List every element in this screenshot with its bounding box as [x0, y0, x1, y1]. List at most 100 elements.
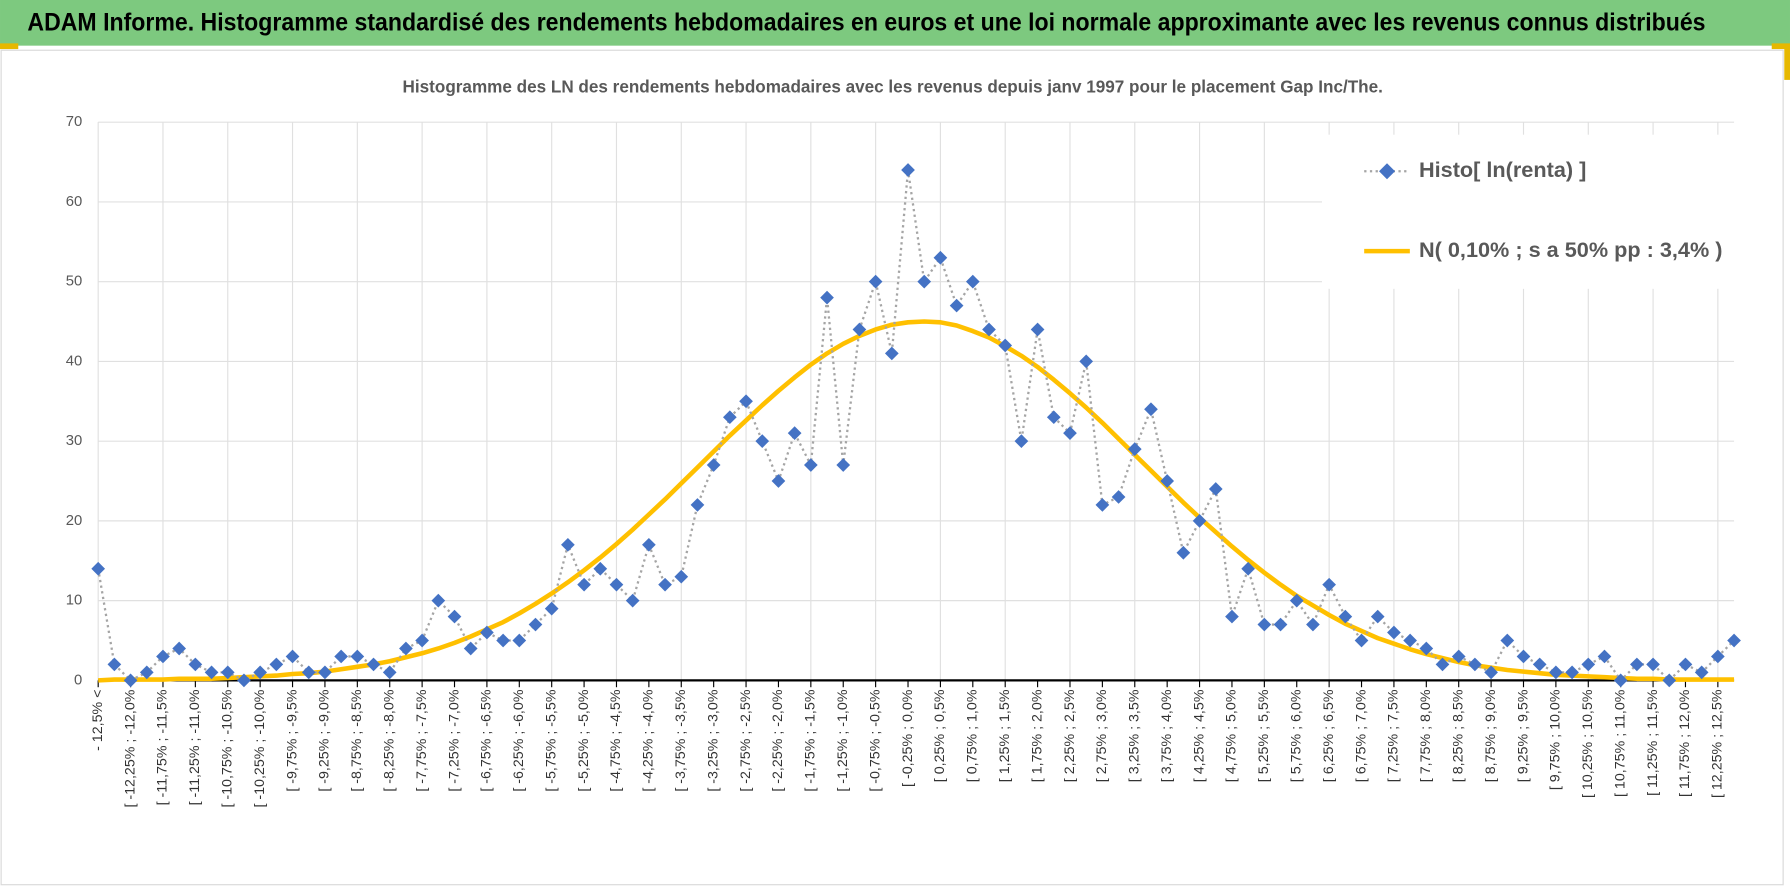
data-point: [1160, 474, 1175, 488]
x-tick-label: [ -12,25% ; -12,0%: [122, 689, 138, 807]
x-tick-label: [ 1,25% ; 1,5%: [997, 689, 1013, 782]
x-tick-label: [ -5,25% ; -5,0%: [576, 689, 592, 792]
x-tick-label: [ 11,25% ; 11,5%: [1645, 689, 1661, 796]
data-point: [1079, 354, 1094, 369]
data-point: [1111, 490, 1126, 504]
data-point: [1176, 545, 1191, 560]
x-tick-label: [ -6,75% ; -6,5%: [479, 689, 495, 792]
y-tick-label: 70: [66, 114, 83, 130]
data-point: [463, 641, 478, 656]
data-point: [1694, 665, 1709, 680]
y-tick-label: 30: [66, 433, 83, 449]
data-point: [91, 561, 106, 576]
data-point: [820, 290, 834, 305]
x-tick-label: [ 2,25% ; 2,5%: [1062, 689, 1078, 782]
y-tick-label: 40: [66, 353, 83, 369]
data-point: [723, 410, 737, 425]
x-tick-label: [ 0,25% ; 0,5%: [932, 689, 948, 782]
x-tick-label: [ 7,75% ; 8,0%: [1418, 689, 1434, 782]
x-tick-label: [ 5,25% ; 5,5%: [1256, 689, 1272, 782]
header-title: ADAM Informe. Histogramme standardisé de…: [27, 9, 1705, 37]
x-tick-label: [ 5,75% ; 6,0%: [1289, 689, 1305, 782]
header-accent: [1784, 45, 1790, 80]
data-point: [593, 561, 608, 576]
legend-label: N( 0,10% ; s a 50% pp : 3,4% ): [1419, 237, 1723, 262]
x-tick-label: [ 7,25% ; 7,5%: [1386, 689, 1402, 782]
y-tick-label: 50: [66, 274, 83, 290]
data-point: [318, 665, 332, 680]
header-accent: [0, 43, 19, 50]
data-point: [949, 298, 964, 313]
x-tick-label: [ -11,25% ; -11,0%: [187, 689, 203, 805]
data-point: [382, 665, 397, 680]
data-point: [1014, 434, 1029, 448]
x-tick-label: [ -8,25% ; -8,0%: [381, 689, 397, 792]
x-tick-label: [ -5,75% ; -5,5%: [543, 689, 559, 792]
data-point: [561, 537, 575, 552]
data-point: [1549, 665, 1563, 680]
x-tick-label: [ -3,25% ; -3,0%: [705, 689, 721, 792]
data-point: [852, 322, 867, 337]
data-point: [690, 498, 705, 512]
data-point: [1144, 402, 1158, 417]
data-point: [301, 665, 316, 680]
data-point: [204, 665, 219, 680]
data-point: [1273, 617, 1288, 632]
data-point: [625, 593, 640, 608]
x-tick-label: [ 0,75% ; 1,0%: [965, 689, 981, 782]
x-tick-label: [ -3,75% ; -3,5%: [673, 689, 689, 792]
x-tick-label: [ -1,75% ; -1,5%: [803, 689, 819, 792]
x-tick-label: [ -7,75% ; -7,5%: [414, 689, 430, 792]
x-tick-label: [ 1,75% ; 2,0%: [1029, 689, 1045, 782]
x-tick-label: [ -8,75% ; -8,5%: [349, 689, 365, 792]
x-tick-label: [ -4,25% ; -4,0%: [641, 689, 657, 792]
data-point: [139, 665, 154, 680]
data-point: [399, 641, 413, 656]
x-tick-label: [ 9,75% ; 10,0%: [1548, 689, 1564, 790]
data-point: [755, 434, 770, 448]
x-tick-label: [ -6,25% ; -6,0%: [511, 689, 527, 792]
x-tick-label: [ -10,25% ; -10,0%: [252, 689, 268, 807]
data-point: [528, 617, 543, 632]
x-tick-label: [ 6,25% ; 6,5%: [1321, 689, 1337, 782]
data-point: [787, 426, 802, 441]
x-tick-label: [ 3,25% ; 3,5%: [1127, 689, 1143, 782]
legend-label: Histo[ ln(renta) ]: [1419, 157, 1586, 182]
x-tick-label: [ -4,75% ; -4,5%: [608, 689, 624, 792]
x-tick-label: [ 9,25% ; 9,5%: [1515, 689, 1531, 782]
x-tick-label: [ 11,75% ; 12,0%: [1677, 689, 1693, 797]
legend-box: [1321, 134, 1736, 289]
data-point: [1257, 617, 1272, 632]
x-tick-label: [ 2,75% ; 3,0%: [1094, 689, 1110, 782]
data-point: [982, 322, 996, 337]
x-tick-label: - 12,5% <: [90, 690, 106, 751]
x-tick-label: [ -1,25% ; -1,0%: [835, 689, 851, 792]
x-tick-label: [ -7,25% ; -7,0%: [446, 689, 462, 792]
data-point: [220, 665, 235, 680]
y-tick-label: 0: [74, 672, 82, 688]
x-tick-label: [ 10,25% ; 10,5%: [1580, 689, 1596, 798]
data-point: [1387, 625, 1401, 640]
y-tick-label: 10: [66, 593, 83, 609]
x-tick-label: [ -0,25% ; 0,0%: [900, 689, 916, 787]
x-tick-label: [ -11,75% ; -11,5%: [155, 689, 171, 805]
data-point: [172, 641, 187, 656]
x-tick-label: [ -9,25% ; -9,0%: [317, 689, 333, 792]
data-point: [1484, 665, 1498, 680]
x-tick-label: [ 8,75% ; 9,0%: [1483, 689, 1499, 782]
y-tick-label: 20: [66, 513, 83, 529]
x-tick-label: [ -10,75% ; -10,5%: [220, 689, 236, 807]
data-point: [1208, 482, 1223, 496]
header-accent: [1771, 43, 1790, 50]
data-point: [431, 593, 446, 608]
x-tick-label: [ 4,75% ; 5,0%: [1224, 689, 1240, 782]
chart-title: Histogramme des LN des rendements hebdom…: [403, 77, 1383, 96]
data-point: [1289, 593, 1304, 608]
x-tick-label: [ 8,25% ; 8,5%: [1450, 689, 1466, 782]
x-tick-label: [ 3,75% ; 4,0%: [1159, 689, 1175, 782]
x-tick-label: [ -0,75% ; -0,5%: [867, 689, 883, 792]
data-point: [884, 346, 899, 361]
x-tick-label: [ 10,75% ; 11,0%: [1612, 689, 1628, 797]
x-tick-label: [ 4,25% ; 4,5%: [1191, 689, 1207, 782]
